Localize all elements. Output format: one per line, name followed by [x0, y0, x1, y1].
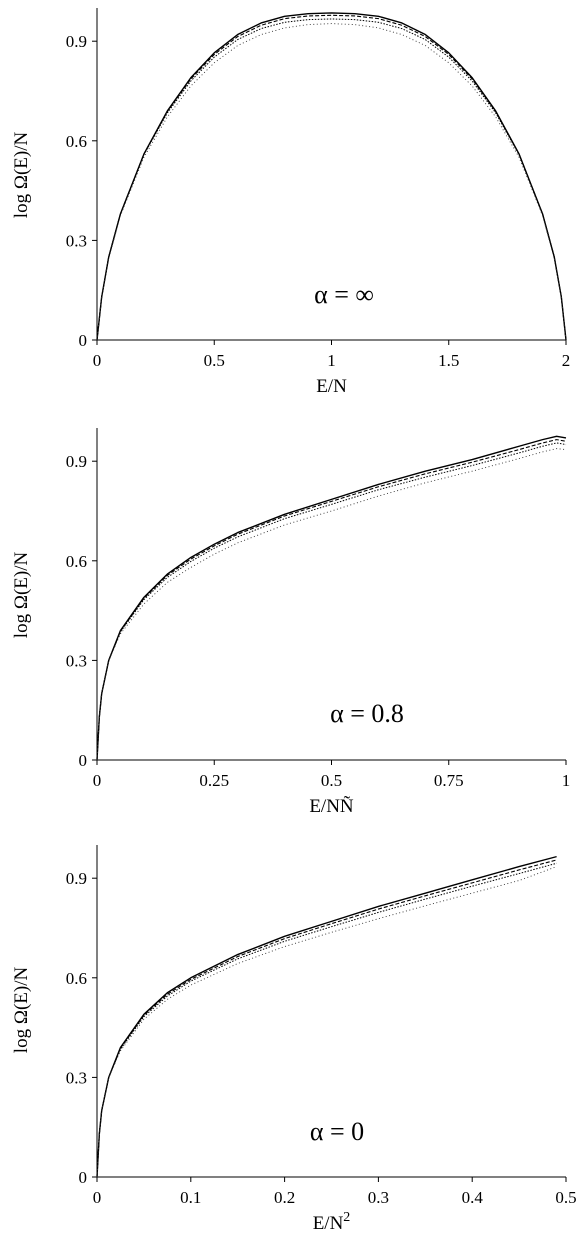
y-tick-label: 0 — [79, 751, 88, 770]
x-tick-label: 0.4 — [462, 1188, 484, 1207]
y-tick-label: 0.6 — [66, 552, 87, 571]
x-axis-label-text: E/N — [313, 1213, 344, 1234]
alpha-annotation: α = ∞ — [314, 280, 374, 309]
y-tick-label: 0.3 — [66, 1068, 87, 1087]
x-tick-label: 0.3 — [368, 1188, 389, 1207]
x-tick-label: 0.5 — [321, 771, 342, 790]
series-line-sparse-dotted — [96, 23, 567, 341]
x-axis-label-text: E/NÑ — [309, 795, 354, 817]
series-line-solid — [96, 855, 557, 1178]
y-axis-label: log Ω(E)/N — [11, 967, 32, 1054]
x-axis-label-text: E/N — [316, 376, 347, 397]
x-tick-label: 0 — [93, 771, 102, 790]
y-tick-label: 0 — [79, 331, 88, 350]
x-tick-label: 1 — [562, 771, 571, 790]
y-tick-label: 0.6 — [66, 969, 87, 988]
x-tick-label: 0.1 — [180, 1188, 201, 1207]
y-axis-label: log Ω(E)/N — [11, 552, 32, 639]
x-tick-label: 1 — [327, 351, 336, 370]
x-axis-label: E/N — [316, 376, 347, 397]
series-line-sparse-dotted — [96, 866, 557, 1178]
x-axis-label: E/N2 — [313, 1210, 351, 1234]
series-line-sparse-dotted — [96, 448, 567, 761]
y-tick-label: 0.9 — [66, 32, 87, 51]
x-tick-label: 2 — [562, 351, 571, 370]
y-tick-label: 0.3 — [66, 651, 87, 670]
y-axis-label: log Ω(E)/N — [11, 132, 32, 219]
y-tick-label: 0 — [79, 1168, 88, 1187]
series-line-dashed — [96, 859, 557, 1178]
x-tick-label: 0.5 — [204, 351, 225, 370]
x-axis-label: E/NÑ — [309, 795, 354, 817]
x-tick-label: 0 — [93, 351, 102, 370]
x-tick-label: 0.75 — [434, 771, 464, 790]
y-tick-label: 0.9 — [66, 452, 87, 471]
series-line-solid — [96, 435, 567, 761]
y-tick-label: 0.9 — [66, 869, 87, 888]
x-tick-label: 0.5 — [555, 1188, 576, 1207]
series-line-dotted — [96, 18, 567, 341]
x-axis-label-superscript: 2 — [343, 1210, 350, 1225]
panel-alpha-0-8: 0 0.3 0.6 0.9 0 0.25 0.5 0.75 1 E/NÑ log Ω(E)/N α =… — [11, 428, 570, 817]
y-tick-label: 0.6 — [66, 132, 87, 151]
x-tick-label: 0.2 — [274, 1188, 295, 1207]
alpha-annotation: α = 0.8 — [330, 699, 404, 728]
panel-alpha-0: 0 0.3 0.6 0.9 0 0.1 0.2 0.3 0.4 0.5 E/N2 log Ω(E)/N… — [11, 845, 577, 1234]
y-tick-label: 0.3 — [66, 231, 87, 250]
alpha-annotation: α = 0 — [310, 1117, 364, 1146]
x-tick-label: 0.25 — [199, 771, 229, 790]
series-line-dotted — [96, 862, 557, 1178]
panel-alpha-infinity: 0 0.3 0.6 0.9 0 0.5 1 1.5 2 E/N log Ω(E)/N α = ∞ — [11, 8, 570, 397]
x-tick-label: 1.5 — [438, 351, 459, 370]
x-tick-label: 0 — [93, 1188, 102, 1207]
